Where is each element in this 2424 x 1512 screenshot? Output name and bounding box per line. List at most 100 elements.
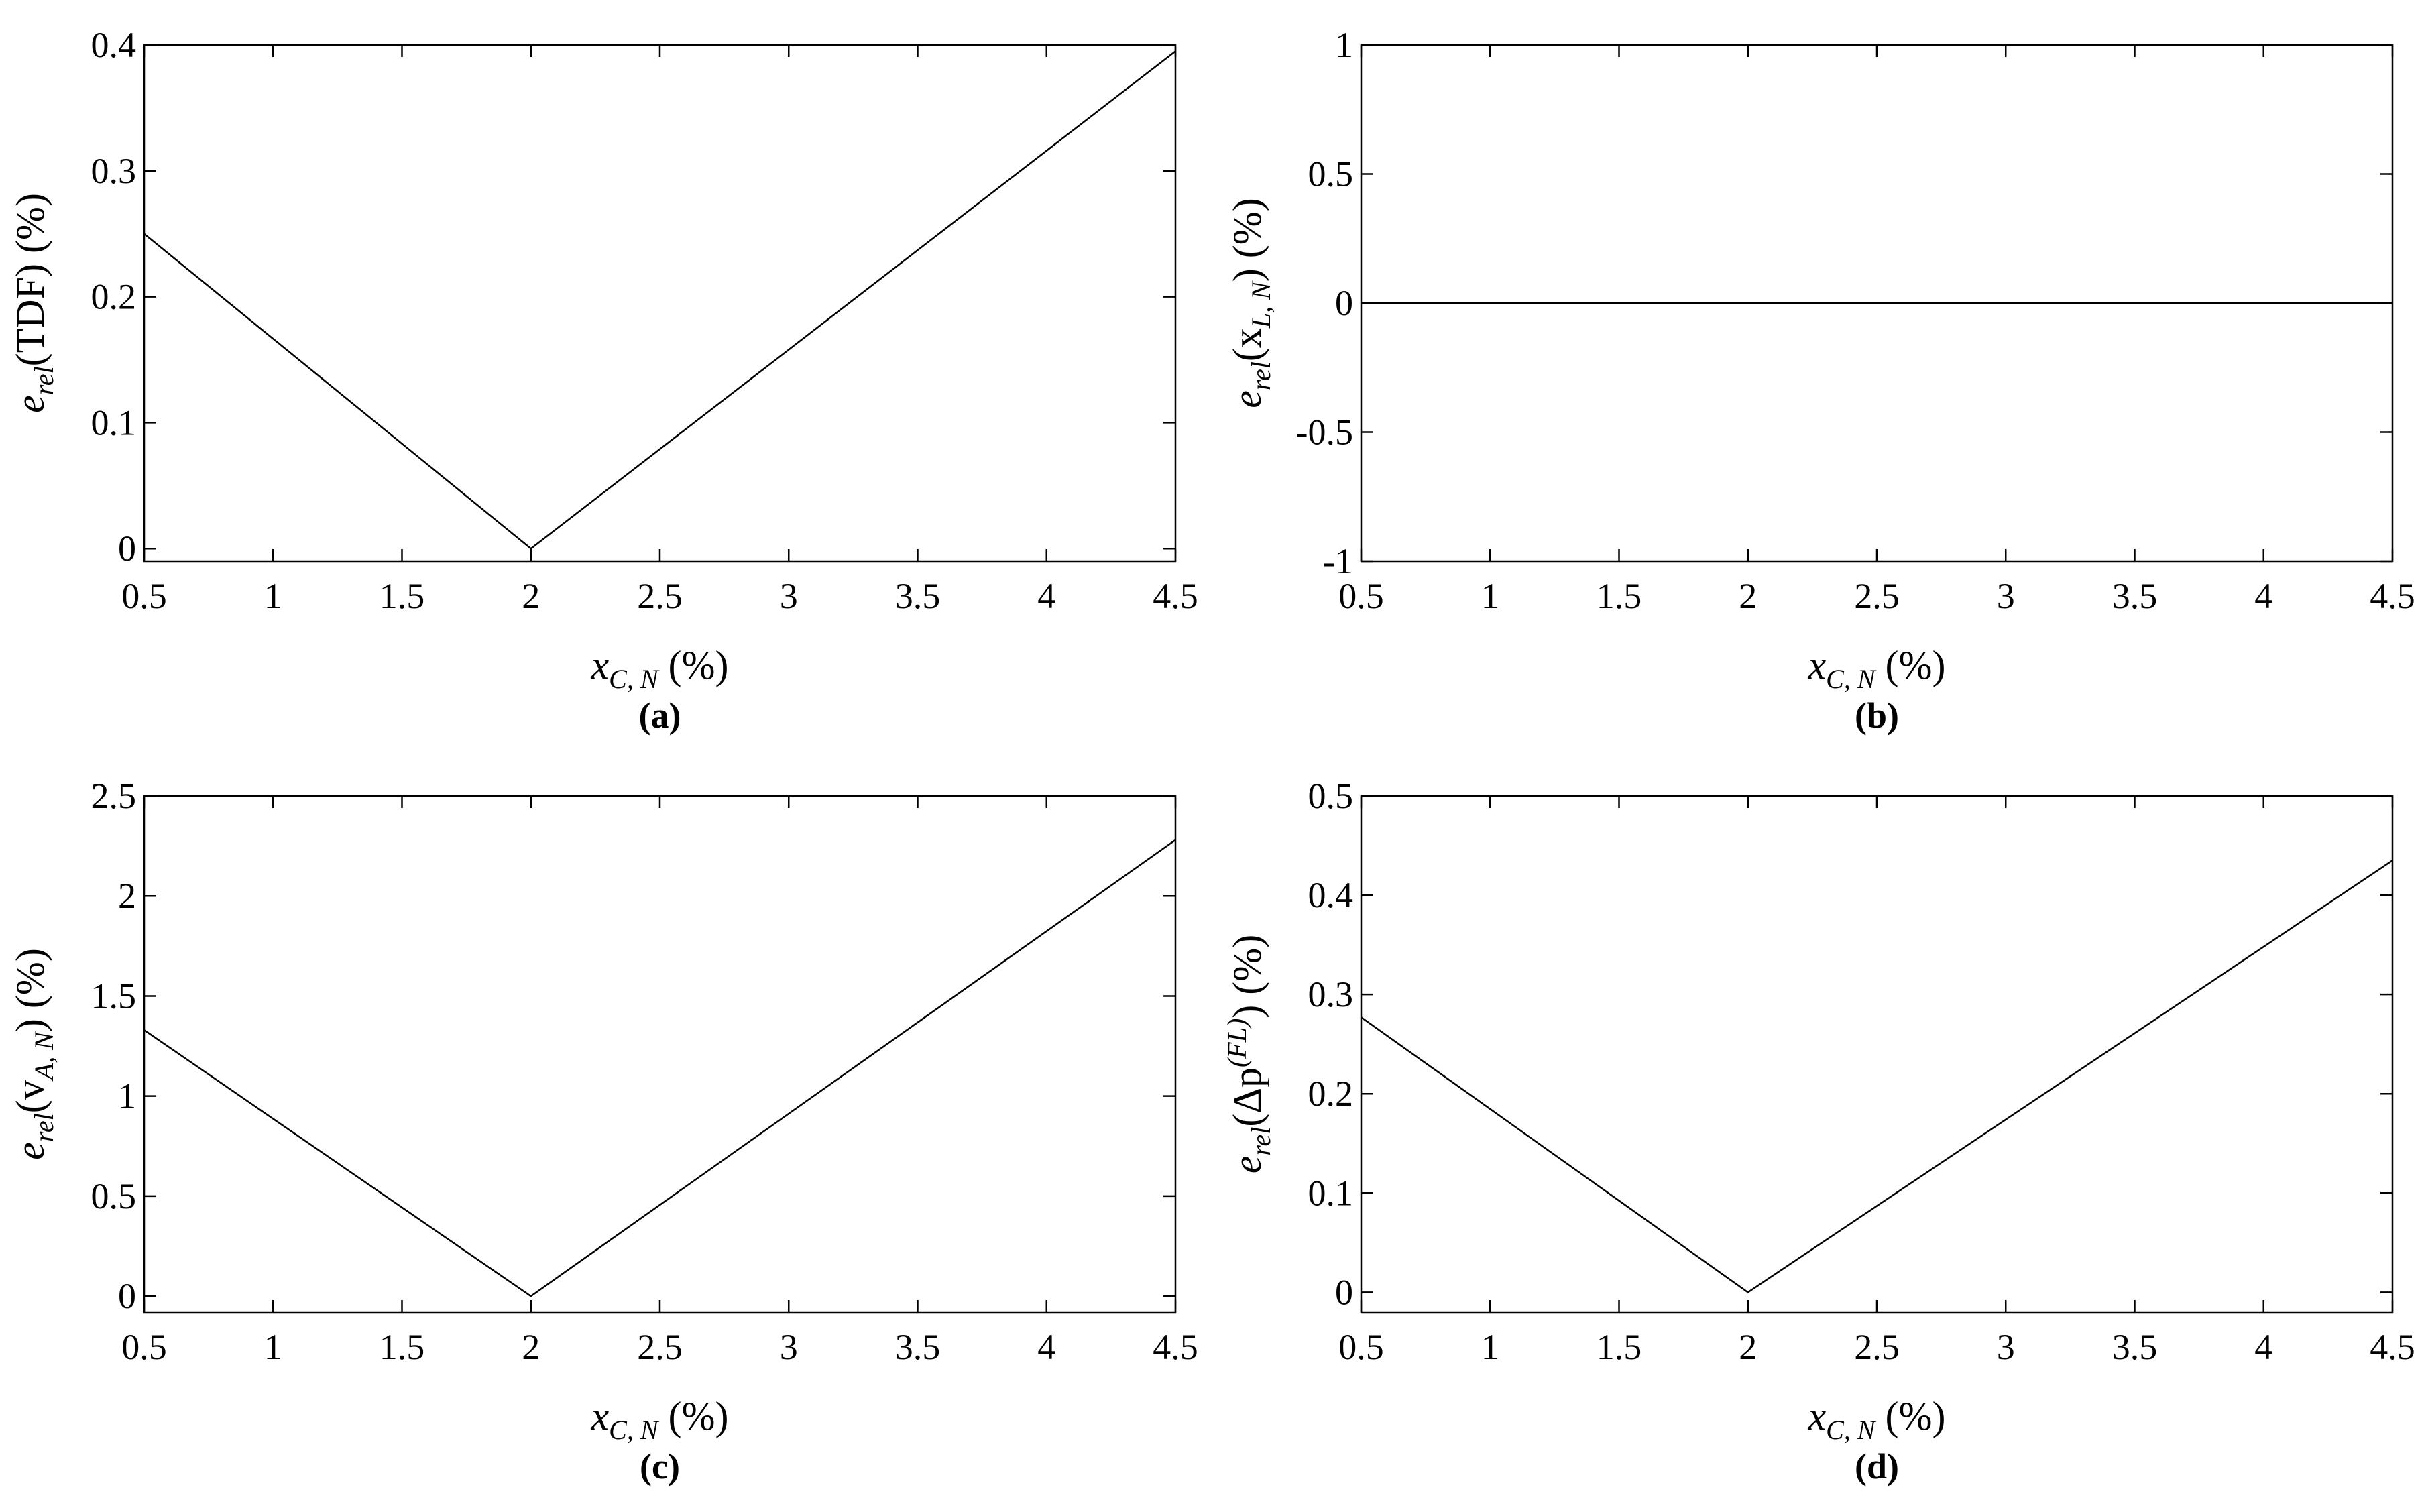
panel-label: (d) <box>1855 1446 1899 1487</box>
plot-frame <box>143 44 1177 563</box>
y-tick-label: 0.3 <box>91 151 137 191</box>
panel-label: (a) <box>639 695 681 736</box>
x-tick-label: 0.5 <box>1338 1327 1384 1367</box>
y-tick-label: 2.5 <box>91 776 137 816</box>
y-axis-label-main: e <box>8 1142 52 1160</box>
y-axis-label-rest2: ) (%) <box>1225 935 1269 1019</box>
x-axis-label-rest: (%) <box>658 1394 729 1438</box>
x-tick-label: 4.5 <box>2370 1327 2415 1367</box>
x-tick-label: 4 <box>2254 1327 2272 1367</box>
series-line-1 <box>143 839 1176 1297</box>
y-tick-label: 0.5 <box>1308 154 1354 194</box>
x-axis-label-rest: (%) <box>1875 643 1946 687</box>
y-tick-label: 0 <box>118 528 136 569</box>
y-tick-label: 0.4 <box>91 25 137 65</box>
y-tick-label: 1 <box>118 1076 136 1116</box>
y-axis-label-rest2: ) (%) <box>8 948 52 1032</box>
x-axis-label: xC, N (%) <box>1808 643 1946 694</box>
y-tick-label: 0.2 <box>1308 1073 1354 1114</box>
x-tick-label: 3 <box>780 576 798 616</box>
y-tick-label: 0.1 <box>91 402 137 443</box>
y-axis-label-rest2: ) (%) <box>1225 198 1269 282</box>
x-tick-label: 1.5 <box>380 576 425 616</box>
y-axis-label: erel(xL, N) (%) <box>1225 198 1276 408</box>
plot-frame <box>143 795 1177 1314</box>
x-tick-label: 3.5 <box>895 1327 941 1367</box>
x-tick-label: 2 <box>522 1327 540 1367</box>
y-axis-label-sub2: A, N <box>29 1031 59 1082</box>
y-tick-label: 1 <box>1335 25 1353 65</box>
x-axis-label-sub: C, N <box>609 1415 660 1445</box>
y-axis-label-rest: (v <box>8 1080 52 1113</box>
y-axis-label-sub: rel <box>1246 361 1276 390</box>
x-tick-label: 4.5 <box>2370 576 2415 616</box>
panel-label: (b) <box>1855 695 1899 736</box>
x-tick-label: 4 <box>1037 576 1055 616</box>
y-axis-label-sub2: L, N <box>1246 280 1276 329</box>
y-axis-label-sup: (FL) <box>1222 1019 1252 1067</box>
x-axis-label-sub: C, N <box>1826 664 1877 694</box>
x-axis-label: xC, N (%) <box>1808 1394 1946 1445</box>
x-tick-label: 3.5 <box>2112 1327 2158 1367</box>
x-tick-label: 1.5 <box>1597 576 1642 616</box>
x-tick-label: 4.5 <box>1153 1327 1198 1367</box>
y-axis-label-rest: (TDF) (%) <box>8 193 52 366</box>
y-tick-label: 0 <box>1335 1272 1353 1312</box>
y-axis-label: erel(Δp(FL)) (%) <box>1222 935 1276 1173</box>
y-tick-label: 0.5 <box>91 1176 137 1216</box>
y-axis-label-main: e <box>1225 1156 1269 1174</box>
y-tick-label: -1 <box>1323 541 1353 581</box>
x-tick-label: 2 <box>522 576 540 616</box>
x-tick-label: 2 <box>1739 576 1757 616</box>
x-tick-label: 0.5 <box>121 576 167 616</box>
x-tick-label: 1 <box>1481 576 1499 616</box>
x-tick-label: 1 <box>264 1327 282 1367</box>
y-axis-label: erel(TDF) (%) <box>8 193 59 413</box>
x-axis-label-main: x <box>591 1394 610 1438</box>
x-axis-label-rest: (%) <box>658 643 729 687</box>
y-tick-label: -0.5 <box>1296 412 1353 453</box>
plot-frame <box>1360 795 2394 1314</box>
x-axis-label: xC, N (%) <box>591 1394 729 1445</box>
x-tick-label: 0.5 <box>1338 576 1384 616</box>
y-axis-label-sub: rel <box>29 366 59 395</box>
y-tick-label: 2 <box>118 876 136 916</box>
x-axis-label-sub: C, N <box>609 664 660 694</box>
x-tick-label: 1.5 <box>380 1327 425 1367</box>
y-tick-label: 0.1 <box>1308 1173 1354 1213</box>
y-axis-label-main: e <box>1225 390 1269 408</box>
y-axis-label-sub: rel <box>29 1113 59 1142</box>
chart-panel-4: 0.5 1 1.5 2 2.5 3 3.5 4 4.5 0 0.1 0.2 0.3 0.4 0.5 xC, N… <box>1222 776 2415 1487</box>
x-tick-label: 3 <box>1997 1327 2015 1367</box>
x-tick-label: 4 <box>1037 1327 1055 1367</box>
x-axis-label-main: x <box>1808 643 1827 687</box>
x-tick-label: 4 <box>2254 576 2272 616</box>
y-tick-label: 1.5 <box>91 976 137 1016</box>
x-axis-label-rest: (%) <box>1875 1394 1946 1438</box>
y-tick-label: 0.3 <box>1308 974 1354 1014</box>
x-tick-label: 2.5 <box>637 1327 683 1367</box>
x-tick-label: 2.5 <box>637 576 683 616</box>
y-axis-label-sub: rel <box>1246 1127 1276 1156</box>
x-tick-label: 3 <box>780 1327 798 1367</box>
chart-panel-2: 0.5 1 1.5 2 2.5 3 3.5 4 4.5 -1 -0.5 0 0.5 1 xC, N (%) e… <box>1225 25 2415 736</box>
x-tick-label: 3.5 <box>895 576 941 616</box>
panel-label: (c) <box>640 1446 680 1487</box>
y-axis-label: erel(vA, N) (%) <box>8 948 59 1160</box>
x-tick-label: 3.5 <box>2112 576 2158 616</box>
x-axis-label-sub: C, N <box>1826 1415 1877 1445</box>
y-axis-label-main: e <box>8 395 52 413</box>
y-tick-label: 0 <box>1335 283 1353 323</box>
y-tick-label: 0.4 <box>1308 875 1354 915</box>
x-tick-label: 0.5 <box>121 1327 167 1367</box>
y-tick-label: 0 <box>118 1276 136 1316</box>
y-tick-label: 0.5 <box>1308 776 1354 816</box>
y-axis-label-rest: (Δp <box>1225 1067 1269 1127</box>
y-tick-label: 0.2 <box>91 277 137 317</box>
x-tick-label: 2 <box>1739 1327 1757 1367</box>
x-tick-label: 2.5 <box>1854 576 1900 616</box>
chart-panel-3: 0.5 1 1.5 2 2.5 3 3.5 4 4.5 0 0.5 1 1.5 2 2.5 xC, N (%)… <box>8 776 1198 1487</box>
series-line-1 <box>143 50 1176 550</box>
x-tick-label: 1 <box>264 576 282 616</box>
